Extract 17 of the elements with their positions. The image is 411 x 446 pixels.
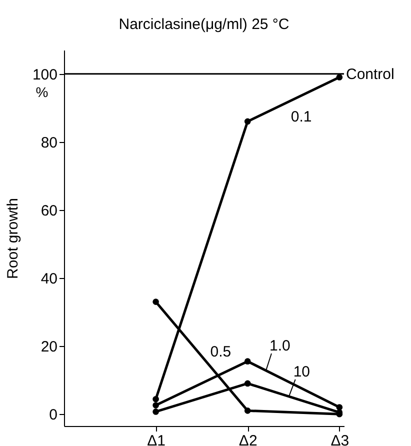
series-label: 10 <box>293 363 310 380</box>
y-tick-label: 100 <box>32 66 58 84</box>
series-label: 0.1 <box>290 108 312 126</box>
series-label: 1.0 <box>269 338 290 355</box>
chart-title: Narciclasine(μg/ml) 25 °C <box>118 16 290 33</box>
y-tick-label: 80 <box>40 134 58 152</box>
x-tick-label: Δ2 <box>238 432 258 446</box>
y-axis-title: Root growth <box>4 198 22 279</box>
y-tick-label: 60 <box>40 202 58 220</box>
y-tick-label: 40 <box>40 270 58 288</box>
ref-line-label: Control <box>346 66 394 83</box>
text: % <box>36 84 48 100</box>
x-tick-label: Δ3 <box>330 432 350 446</box>
x-tick-label: Δ1 <box>147 432 166 446</box>
y-tick-label: 20 <box>40 338 58 356</box>
series-label: 0.5 <box>210 344 232 361</box>
y-tick-label: 0 <box>49 406 58 424</box>
